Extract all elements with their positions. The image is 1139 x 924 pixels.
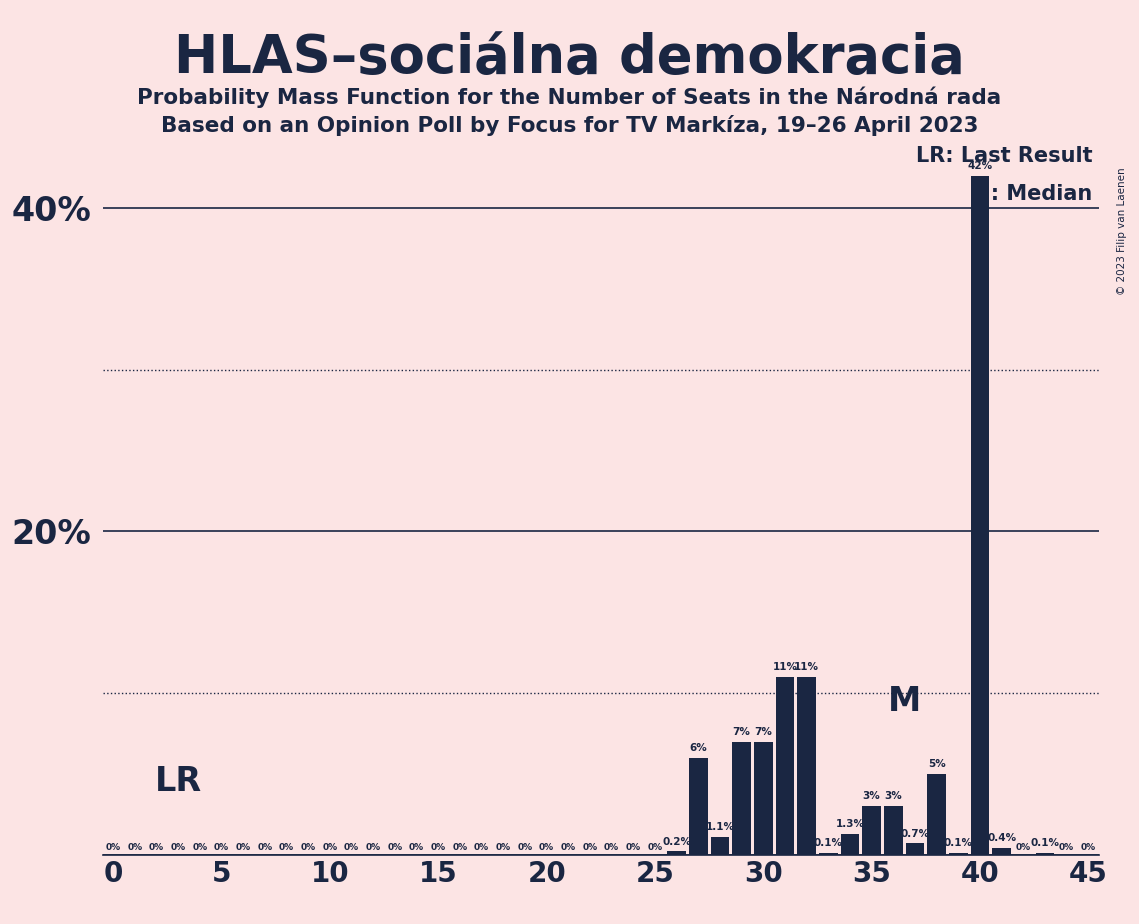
Text: 0%: 0% <box>322 844 337 852</box>
Bar <box>797 676 816 855</box>
Text: 5%: 5% <box>928 759 945 769</box>
Bar <box>754 741 772 855</box>
Text: 0%: 0% <box>560 844 576 852</box>
Text: 11%: 11% <box>794 662 819 672</box>
Text: 0%: 0% <box>1016 844 1031 852</box>
Text: 0.4%: 0.4% <box>988 833 1016 844</box>
Text: 0%: 0% <box>128 844 142 852</box>
Bar <box>927 774 945 855</box>
Text: Based on an Opinion Poll by Focus for TV Markíza, 19–26 April 2023: Based on an Opinion Poll by Focus for TV… <box>161 116 978 137</box>
Text: 42%: 42% <box>967 161 992 171</box>
Text: 6%: 6% <box>689 743 707 753</box>
Text: 0%: 0% <box>539 844 555 852</box>
Text: 0%: 0% <box>366 844 380 852</box>
Text: 0.2%: 0.2% <box>662 836 691 846</box>
Text: 0.1%: 0.1% <box>1031 838 1059 848</box>
Text: 0%: 0% <box>625 844 641 852</box>
Text: Probability Mass Function for the Number of Seats in the Národná rada: Probability Mass Function for the Number… <box>138 87 1001 108</box>
Bar <box>711 837 729 855</box>
Text: 0%: 0% <box>474 844 490 852</box>
Text: 0%: 0% <box>257 844 272 852</box>
Text: 0.7%: 0.7% <box>901 829 929 839</box>
Bar <box>906 844 924 855</box>
Text: M: Median: M: Median <box>970 184 1092 203</box>
Text: 0%: 0% <box>301 844 316 852</box>
Text: HLAS–sociálna demokracia: HLAS–sociálna demokracia <box>174 32 965 84</box>
Text: 0%: 0% <box>149 844 164 852</box>
Text: 0%: 0% <box>409 844 424 852</box>
Text: 0%: 0% <box>582 844 598 852</box>
Text: 0%: 0% <box>236 844 251 852</box>
Text: 0%: 0% <box>1081 844 1096 852</box>
Text: LR: Last Result: LR: Last Result <box>916 147 1092 166</box>
Bar <box>884 806 902 855</box>
Text: 0%: 0% <box>604 844 620 852</box>
Bar <box>732 741 751 855</box>
Text: 0%: 0% <box>647 844 663 852</box>
Text: 0.1%: 0.1% <box>944 838 973 848</box>
Bar <box>819 853 837 855</box>
Text: 3%: 3% <box>885 791 902 801</box>
Text: 0%: 0% <box>452 844 467 852</box>
Text: 0%: 0% <box>517 844 533 852</box>
Text: 7%: 7% <box>732 726 751 736</box>
Bar <box>970 176 989 855</box>
Text: 7%: 7% <box>754 726 772 736</box>
Text: 3%: 3% <box>862 791 880 801</box>
Text: 1.1%: 1.1% <box>705 822 735 833</box>
Text: 0%: 0% <box>431 844 445 852</box>
Bar <box>862 806 880 855</box>
Text: 0%: 0% <box>214 844 229 852</box>
Bar <box>841 833 859 855</box>
Bar <box>667 852 686 855</box>
Text: LR: LR <box>155 765 202 798</box>
Bar <box>689 758 707 855</box>
Bar <box>1035 853 1055 855</box>
Bar <box>949 853 967 855</box>
Text: 0%: 0% <box>171 844 186 852</box>
Text: 1.3%: 1.3% <box>836 819 865 829</box>
Text: 0%: 0% <box>279 844 294 852</box>
Bar <box>992 848 1010 855</box>
Bar <box>776 676 794 855</box>
Text: 0%: 0% <box>192 844 207 852</box>
Text: 0%: 0% <box>495 844 511 852</box>
Text: 0.1%: 0.1% <box>813 838 843 848</box>
Text: 11%: 11% <box>772 662 797 672</box>
Text: 0%: 0% <box>344 844 359 852</box>
Text: M: M <box>887 685 920 718</box>
Text: © 2023 Filip van Laenen: © 2023 Filip van Laenen <box>1117 167 1126 295</box>
Text: 0%: 0% <box>387 844 402 852</box>
Text: 0%: 0% <box>1059 844 1074 852</box>
Text: 0%: 0% <box>106 844 121 852</box>
